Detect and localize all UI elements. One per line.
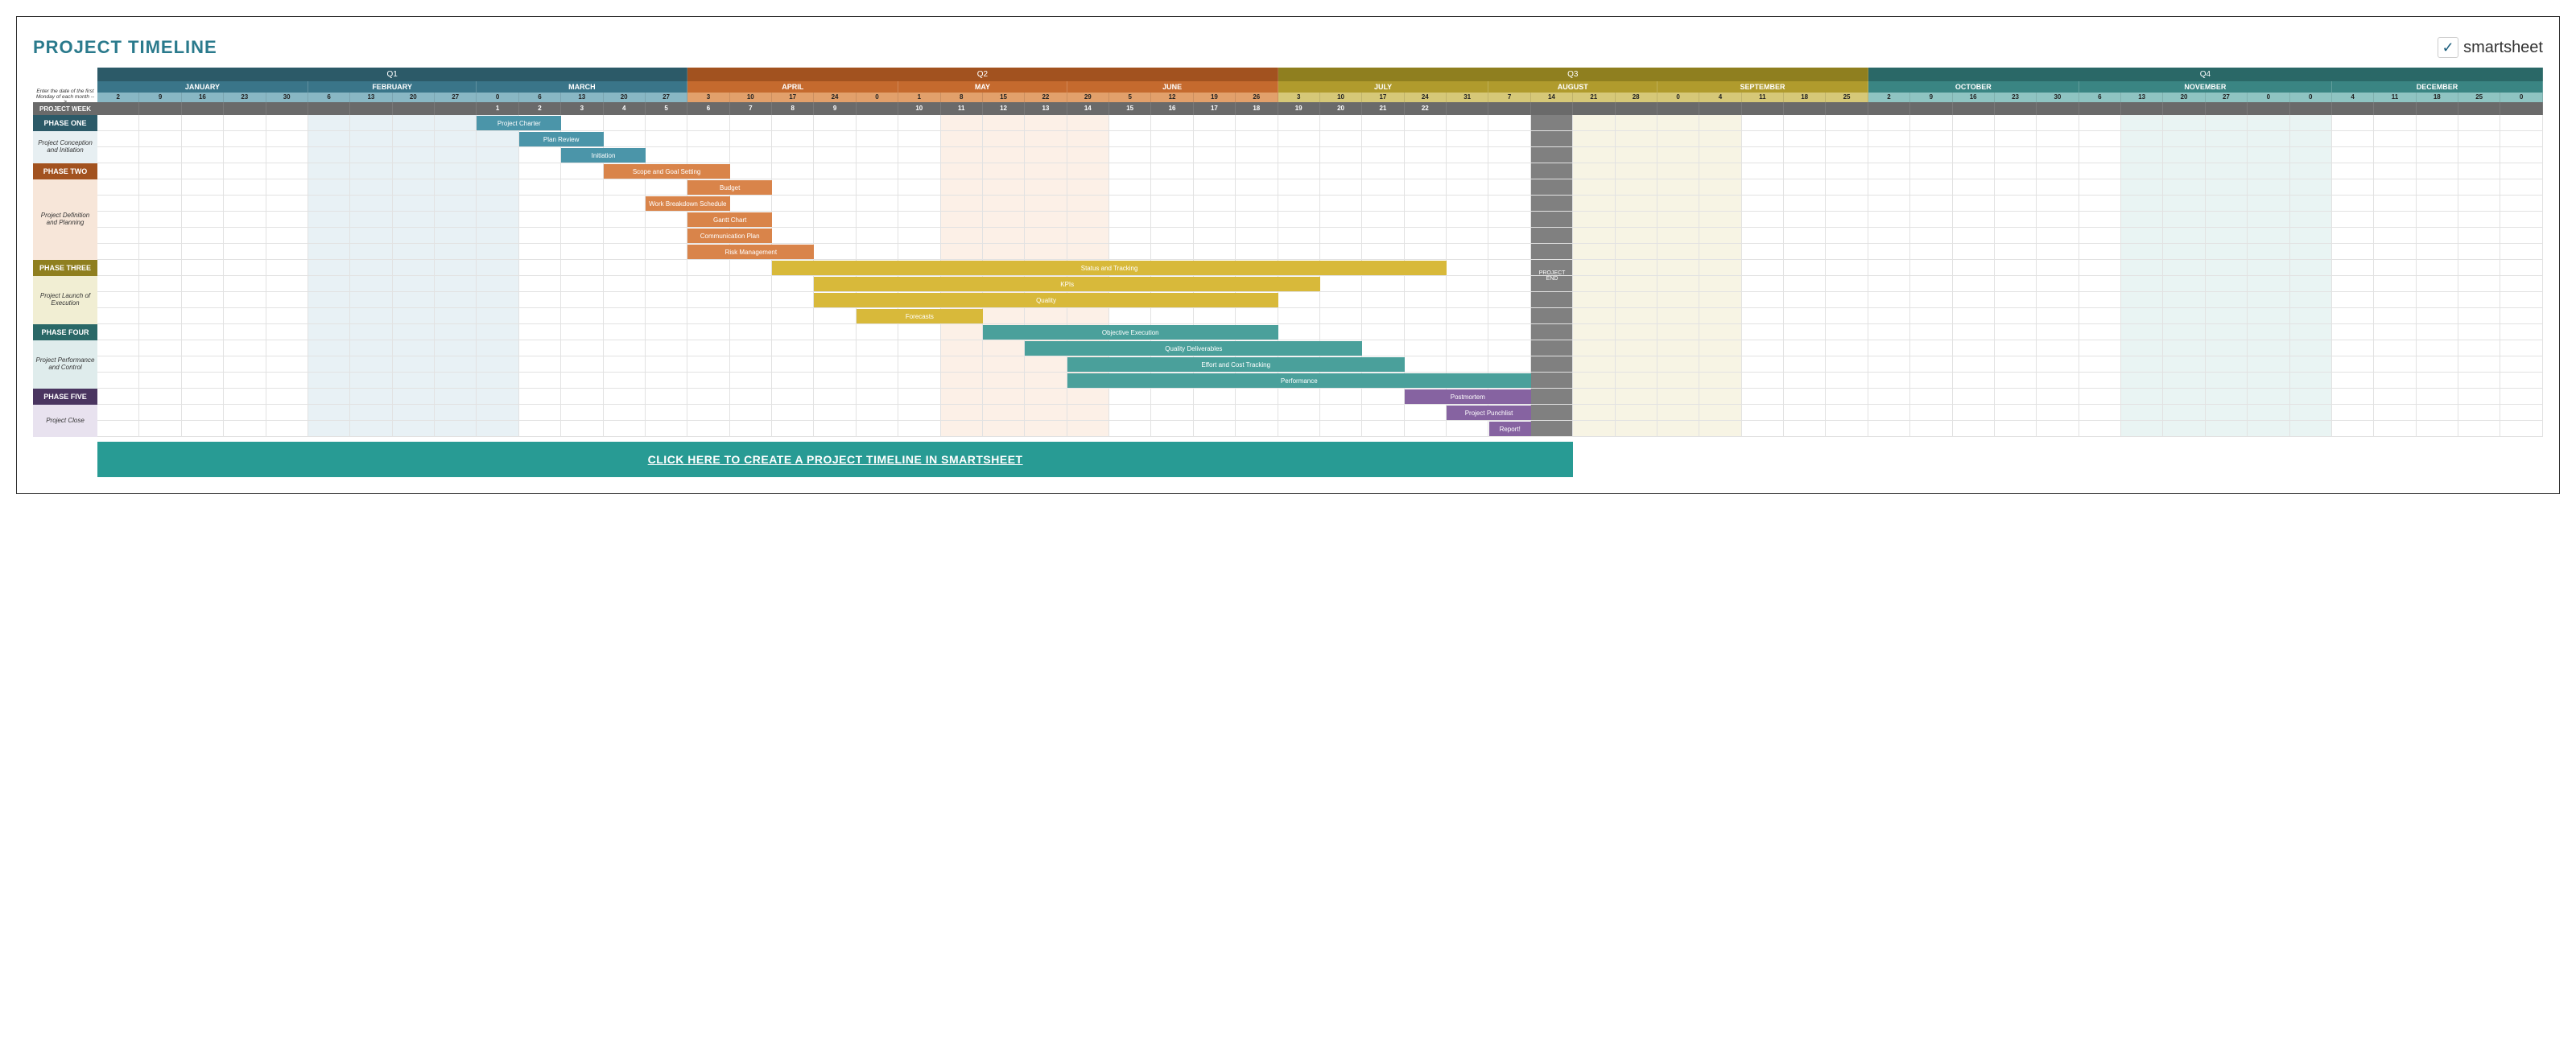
logo-text: smartsheet [2463,39,2543,57]
gantt-row: Project Punchlist [97,405,2543,421]
gantt-row: Performance [97,373,2543,389]
cta-link[interactable]: CLICK HERE TO CREATE A PROJECT TIMELINE … [97,442,1573,477]
task-bar: Forecasts [857,309,983,323]
gantt-row: Work Breakdown Schedule [97,196,2543,212]
task-bar: Report! [1489,422,1531,436]
task-bar: Plan Review [519,132,604,146]
gantt-row: Scope and Goal Setting [97,163,2543,179]
task-bar: Objective Execution [983,325,1278,340]
gantt-row: Risk Management [97,244,2543,260]
task-bar: Risk Management [687,245,814,259]
gantt-row: Communication Plan [97,228,2543,244]
gantt-row: KPIs [97,276,2543,292]
task-bar: Communication Plan [687,229,772,243]
phase-header: PHASE FOUR [33,324,97,340]
gantt-row: Objective Execution [97,324,2543,340]
phase-section-label: Project Conception and Initiation [33,131,97,163]
phase-section-label: Project Launch of Execution [33,276,97,324]
check-icon: ✓ [2438,37,2458,58]
gantt-row: Gantt Chart [97,212,2543,228]
task-bar: Project Punchlist [1447,406,1531,420]
gantt-row: Initiation [97,147,2543,163]
task-bar: Gantt Chart [687,212,772,227]
grid-column: Q1Q2Q3Q4JANUARYFEBRUARYMARCHAPRILMAYJUNE… [97,68,2543,437]
task-bar: KPIs [814,277,1320,291]
task-bar: Quality Deliverables [1025,341,1362,356]
phase-header: PHASE THREE [33,260,97,276]
task-bar: Budget [687,180,772,195]
task-bar: Quality [814,293,1278,307]
phase-section-label: Project Definition and Planning [33,179,97,260]
smartsheet-logo: ✓ smartsheet [2438,37,2543,58]
gantt-row: Plan Review [97,131,2543,147]
gantt-row: Forecasts [97,308,2543,324]
project-timeline-frame: PROJECT TIMELINE ✓ smartsheet Enter the … [16,16,2560,494]
task-bar: Effort and Cost Tracking [1067,357,1405,372]
left-column: Enter the date of the first Monday of ea… [33,68,97,437]
gantt-row: Report! [97,421,2543,437]
header-row: PROJECT TIMELINE ✓ smartsheet [33,37,2543,58]
task-bar: Project Charter [477,116,561,130]
phase-header: PHASE TWO [33,163,97,179]
phase-section-label: Project Close [33,405,97,437]
gantt-chart: Enter the date of the first Monday of ea… [33,68,2543,437]
task-bar: Work Breakdown Schedule [646,196,730,211]
phase-header: PHASE ONE [33,115,97,131]
task-bar: Scope and Goal Setting [604,164,730,179]
page-title: PROJECT TIMELINE [33,37,217,58]
gantt-row: Quality [97,292,2543,308]
gantt-row: Status and Tracking [97,260,2543,276]
phase-header: PHASE FIVE [33,389,97,405]
task-bar: Status and Tracking [772,261,1447,275]
task-bar: Performance [1067,373,1531,388]
gantt-grid-area: PROJECTENDProject CharterPlan ReviewInit… [97,115,2543,437]
gantt-row: Quality Deliverables [97,340,2543,356]
gantt-row: Effort and Cost Tracking [97,356,2543,373]
task-bar: Initiation [561,148,646,163]
date-note: Enter the date of the first Monday of ea… [33,93,97,102]
gantt-row: Budget [97,179,2543,196]
gantt-row: Postmortem [97,389,2543,405]
phase-section-label: Project Performance and Control [33,340,97,389]
task-bar: Postmortem [1405,389,1531,404]
gantt-row: Project Charter [97,115,2543,131]
